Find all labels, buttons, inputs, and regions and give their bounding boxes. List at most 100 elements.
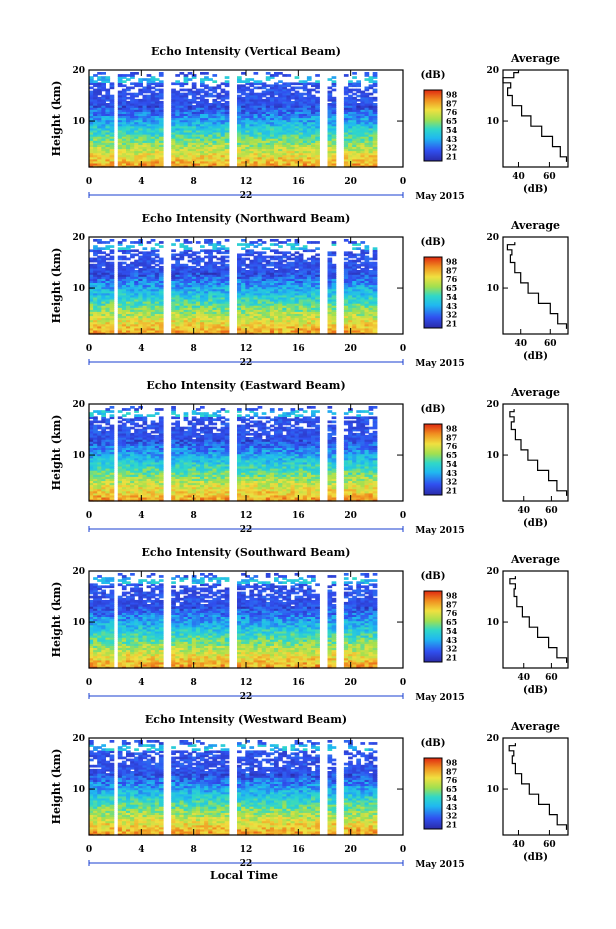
heatmap-cell bbox=[105, 144, 111, 147]
heatmap-cell bbox=[306, 121, 312, 125]
heatmap-cell bbox=[290, 129, 296, 133]
heatmap-cell bbox=[130, 253, 135, 257]
heatmap-cell bbox=[101, 121, 106, 125]
heatmap-cell bbox=[142, 129, 148, 133]
heatmap-cell bbox=[130, 146, 135, 150]
heatmap-cell bbox=[298, 164, 304, 168]
heatmap-cell bbox=[356, 88, 361, 92]
heatmap-cell bbox=[372, 144, 378, 147]
heatmap-cell bbox=[311, 111, 316, 114]
heatmap-cell bbox=[315, 160, 320, 164]
heatmap-cell bbox=[274, 255, 279, 259]
heatmap-cell bbox=[278, 255, 283, 259]
heatmap-cell bbox=[220, 117, 226, 121]
heatmap-cell bbox=[97, 121, 102, 125]
heatmap-cell bbox=[372, 119, 378, 123]
heatmap-cell bbox=[286, 113, 292, 116]
heatmap-cell bbox=[315, 158, 320, 162]
heatmap-cell bbox=[187, 154, 193, 158]
heatmap-cell bbox=[195, 255, 201, 259]
colorbar-unit: (dB) bbox=[421, 70, 446, 81]
x-tick-label: 12 bbox=[240, 177, 253, 187]
heatmap-cell bbox=[146, 111, 152, 114]
heatmap-cell bbox=[261, 136, 267, 139]
heatmap-cell bbox=[356, 129, 361, 133]
heatmap-cell bbox=[183, 109, 189, 112]
heatmap-cell bbox=[265, 160, 271, 164]
heatmap-cell bbox=[117, 144, 123, 147]
heatmap-cell bbox=[372, 113, 378, 116]
heatmap-cell bbox=[224, 154, 230, 158]
heatmap-cell bbox=[327, 154, 333, 158]
profile-y-tick-label: 20 bbox=[486, 66, 499, 76]
heatmap-cell bbox=[331, 115, 337, 119]
heatmap-cell bbox=[224, 136, 230, 139]
heatmap-cell bbox=[179, 109, 185, 112]
heatmap-cell bbox=[245, 115, 250, 119]
heatmap-cell bbox=[216, 121, 222, 125]
heatmap-cell bbox=[298, 253, 304, 257]
heatmap-cell bbox=[249, 121, 255, 125]
heatmap-cell bbox=[204, 150, 209, 154]
heatmap-cell bbox=[105, 150, 111, 154]
heatmap-cell bbox=[187, 78, 193, 81]
heatmap-cell bbox=[294, 129, 300, 133]
heatmap-cell bbox=[265, 88, 271, 92]
heatmap-cell bbox=[105, 121, 111, 125]
heatmap-cell bbox=[269, 127, 275, 131]
heatmap-cell bbox=[134, 113, 139, 116]
heatmap-cell bbox=[93, 144, 98, 147]
heatmap-cell bbox=[352, 121, 357, 125]
heatmap-cell bbox=[278, 131, 283, 135]
heatmap-cell bbox=[249, 127, 255, 131]
heatmap-cell bbox=[356, 156, 361, 160]
heatmap-cell bbox=[212, 144, 218, 147]
heatmap-cell bbox=[331, 134, 337, 137]
heatmap-cell bbox=[130, 144, 135, 147]
heatmap-cell bbox=[298, 156, 304, 160]
heatmap-cell bbox=[97, 140, 102, 143]
heatmap-cell bbox=[294, 123, 300, 127]
heatmap-cell bbox=[269, 261, 275, 265]
heatmap-cell bbox=[191, 115, 197, 119]
heatmap-cell bbox=[121, 113, 127, 116]
heatmap-cell bbox=[97, 107, 102, 110]
heatmap-cell bbox=[195, 140, 201, 143]
heatmap-cell bbox=[154, 121, 160, 125]
heatmap-cell bbox=[241, 156, 246, 160]
heatmap-cell bbox=[261, 140, 267, 143]
heatmap-cell bbox=[142, 148, 148, 152]
heatmap-cell bbox=[241, 253, 246, 257]
heatmap-cell bbox=[117, 134, 123, 137]
heatmap-cell bbox=[298, 150, 304, 154]
heatmap-cell bbox=[179, 127, 185, 131]
heatmap-cell bbox=[175, 90, 180, 94]
heatmap-cell bbox=[204, 115, 209, 119]
heatmap-cell bbox=[126, 162, 131, 166]
heatmap-cell bbox=[278, 72, 283, 75]
heatmap-cell bbox=[261, 119, 267, 123]
heatmap-cell bbox=[311, 150, 316, 154]
heatmap-cell bbox=[306, 131, 312, 135]
heatmap-cell bbox=[208, 92, 213, 96]
heatmap-cell bbox=[331, 131, 337, 135]
heatmap-cell bbox=[372, 121, 378, 125]
heatmap-cell bbox=[154, 111, 160, 114]
heatmap-cell bbox=[150, 150, 156, 154]
heatmap-cell bbox=[290, 158, 296, 162]
heatmap-cell bbox=[290, 152, 296, 156]
heatmap-cell bbox=[93, 134, 98, 137]
heatmap-cell bbox=[121, 239, 127, 242]
heatmap-cell bbox=[286, 138, 292, 141]
heatmap-cell bbox=[245, 125, 250, 129]
heatmap-cell bbox=[204, 152, 209, 156]
heatmap-cell bbox=[311, 88, 316, 92]
heatmap-cell bbox=[306, 136, 312, 139]
heatmap-cell bbox=[130, 92, 135, 96]
heatmap-cell bbox=[171, 138, 176, 141]
heatmap-cell bbox=[130, 138, 135, 141]
heatmap-cell bbox=[146, 154, 152, 158]
heatmap-cell bbox=[142, 144, 148, 147]
heatmap-cell bbox=[195, 146, 201, 150]
heatmap-cell bbox=[93, 257, 98, 261]
